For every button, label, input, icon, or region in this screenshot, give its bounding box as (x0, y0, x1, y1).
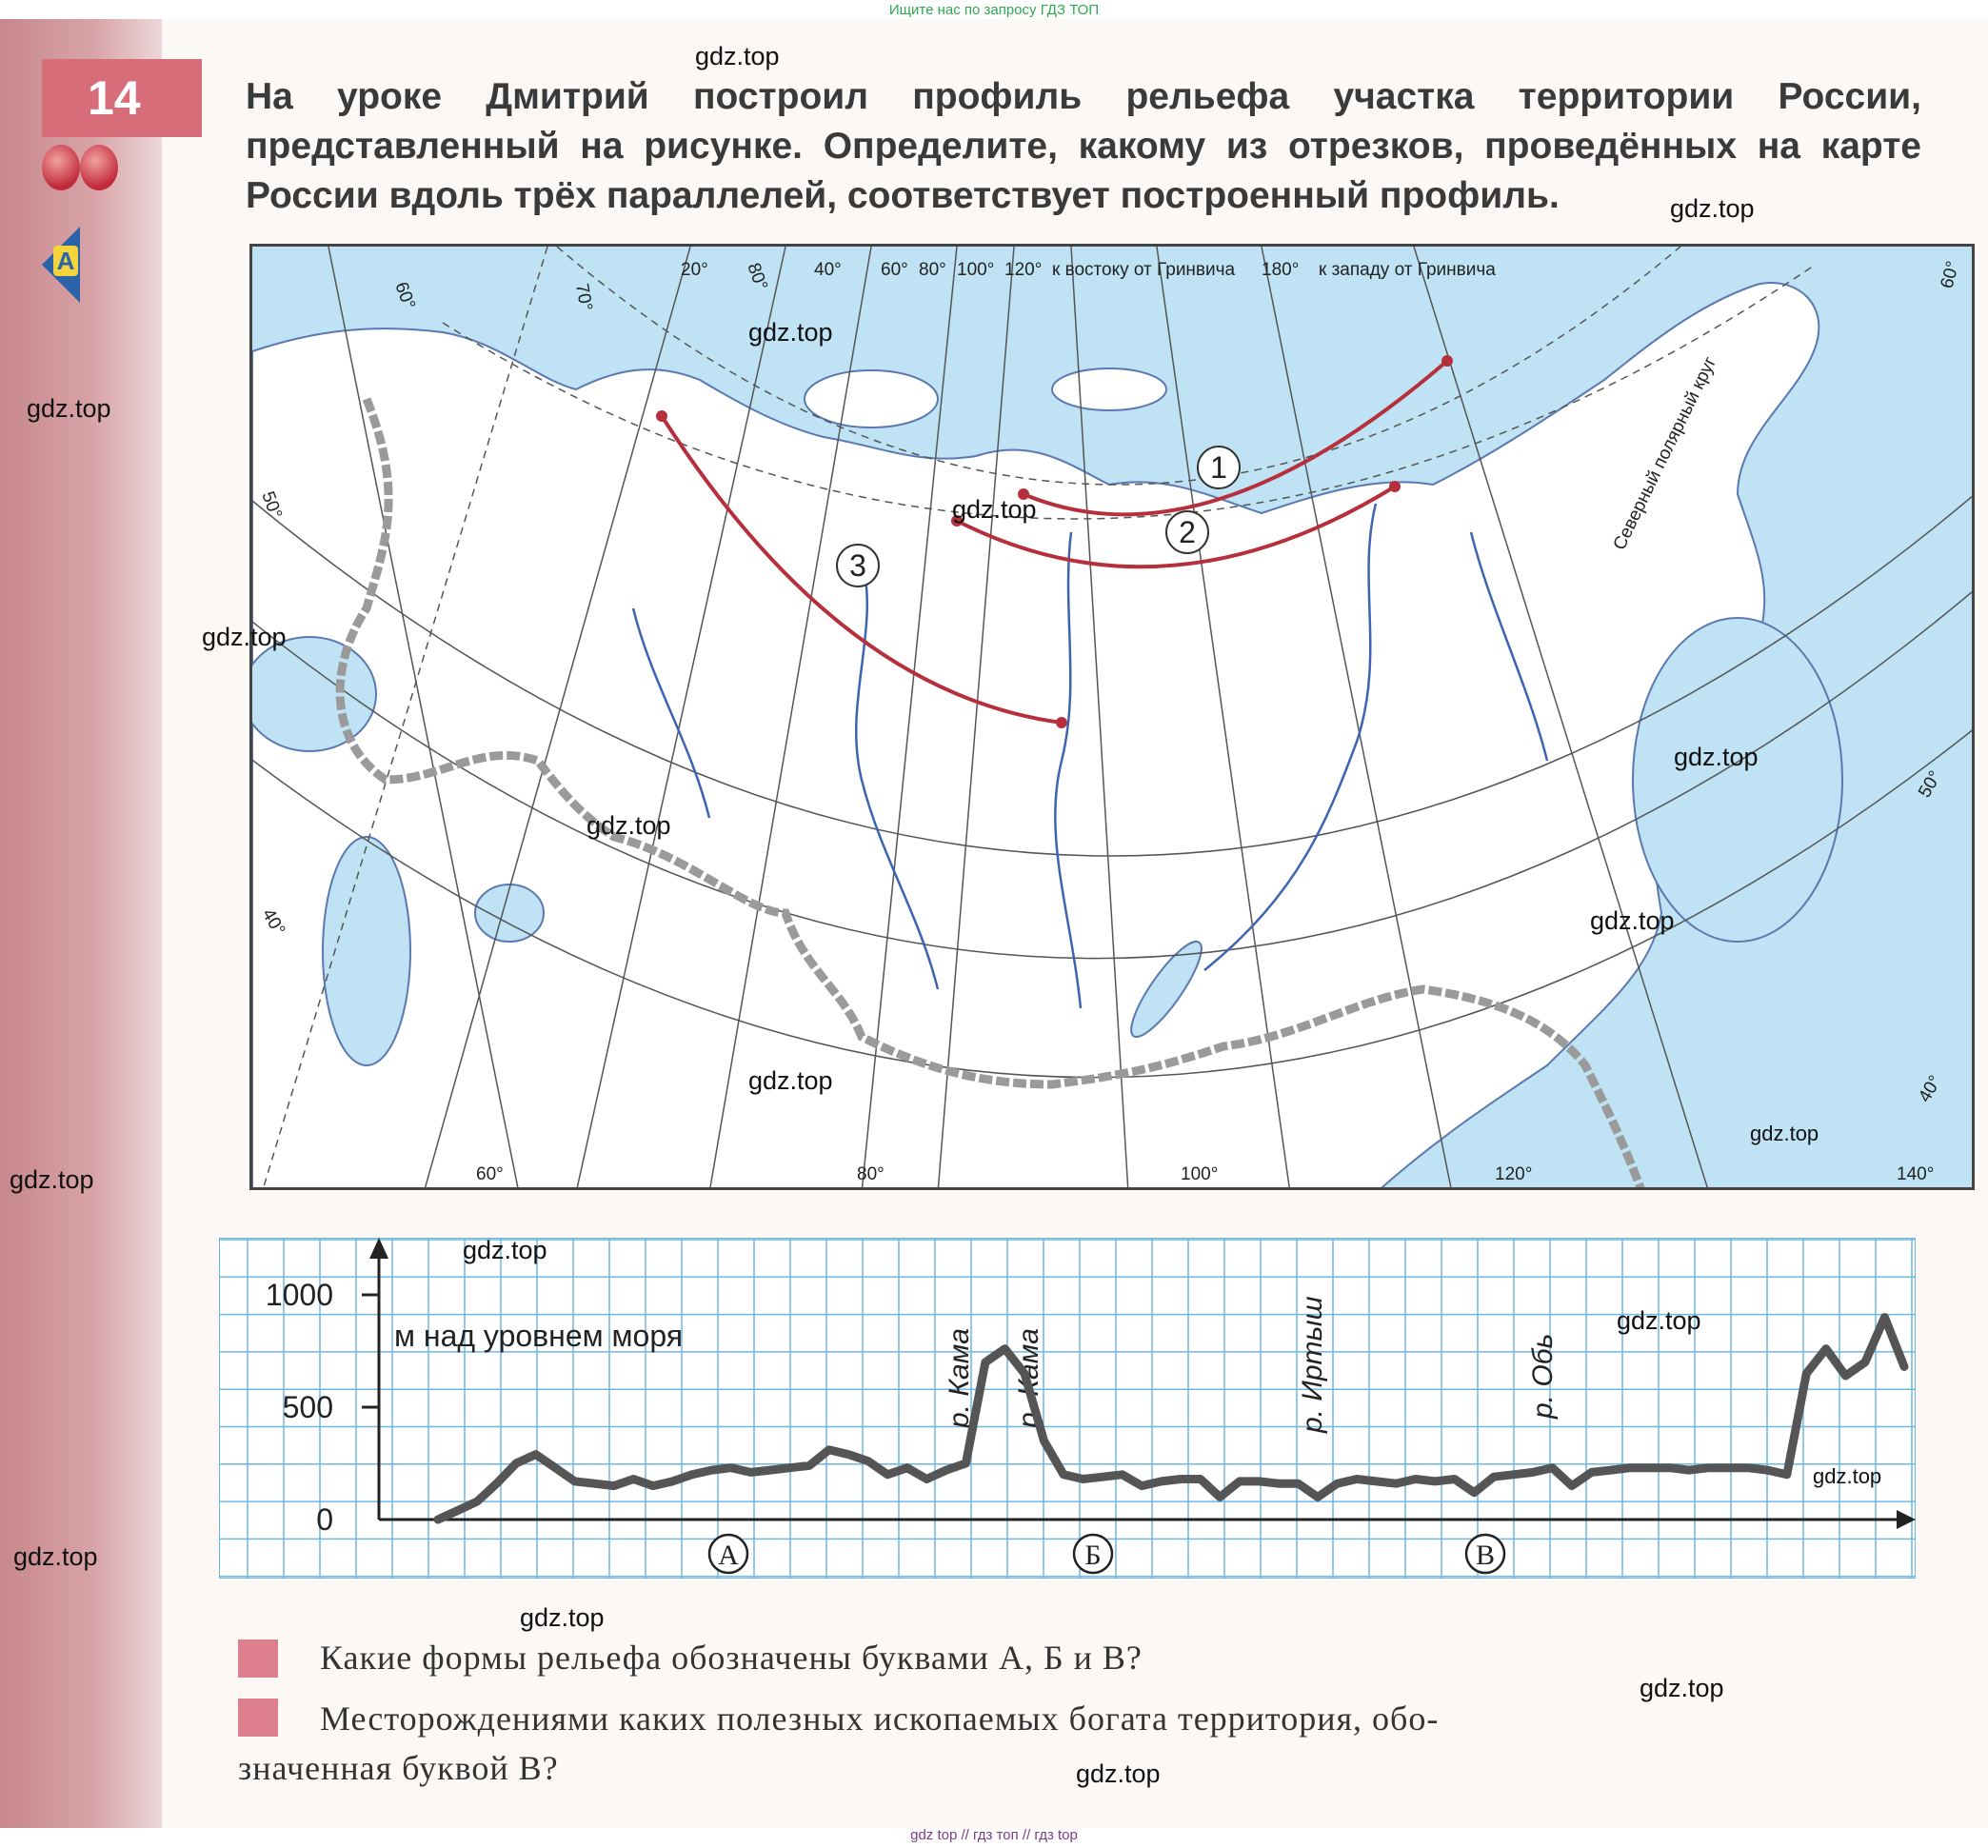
meridian-label: 80° (919, 260, 946, 280)
watermark: gdz.top (10, 1165, 94, 1194)
land-mass (252, 282, 1820, 1187)
meridian-label: 40° (814, 260, 842, 280)
river-label: р. Кама (944, 1328, 975, 1429)
relief-profile-chart: 1000 500 0 м над уровнем моря р. Кама р.… (218, 1237, 1917, 1580)
watermark: gdz.top (1640, 1674, 1724, 1702)
segment-1 (1023, 359, 1449, 517)
segment-2-marker (1165, 510, 1209, 554)
letter-label: В (1476, 1540, 1495, 1571)
river-label: р. Иртыш (1297, 1296, 1328, 1434)
profile-svg: 1000 500 0 м над уровнем моря р. Кама р.… (218, 1237, 1917, 1580)
sub-question-2: Месторождениями каких полезных ископаемы… (320, 1699, 1440, 1738)
question-marker-icon (238, 1639, 278, 1678)
sub-question-1: Какие формы рельефа обозначены буквами А… (320, 1639, 1143, 1677)
letter-label: Б (1084, 1540, 1101, 1571)
question-marker-icon (238, 1699, 278, 1737)
letter-marker (1072, 1533, 1114, 1575)
watermark: gdz.top (1670, 194, 1755, 223)
meridian-label: 120° (1495, 1164, 1532, 1184)
task-question: На уроке Дмитрий построил профиль рельеф… (246, 76, 1921, 216)
y-tick-label: 0 (316, 1502, 333, 1537)
watermark: gdz.top (1590, 906, 1675, 935)
watermark: gdz.top (748, 1066, 833, 1095)
segment-2 (956, 485, 1397, 569)
parallel-label: 50° (1915, 767, 1946, 801)
difficulty-dot-icon (42, 145, 80, 190)
chart-grid (219, 1238, 1916, 1579)
watermark: gdz.top (13, 1542, 98, 1571)
watermark: gdz.top (202, 623, 287, 651)
watermark: gdz.top (1076, 1759, 1161, 1788)
taymyr-island (1051, 368, 1167, 411)
okhotsk-sea (1632, 617, 1843, 943)
watermark: gdz.top (27, 394, 111, 423)
watermark: gdz.top (748, 318, 833, 347)
letter-label: А (718, 1540, 739, 1571)
watermark: gdz.top (1750, 1122, 1819, 1145)
bottom-banner[interactable]: gdz top // гдз топ // гдз top (910, 1827, 1078, 1843)
watermark: gdz.top (586, 811, 671, 840)
page-margin (0, 19, 171, 1828)
black-sea (252, 636, 377, 752)
caspian-sea (322, 836, 411, 1066)
watermark: gdz.top (1813, 1464, 1882, 1488)
kara-island (804, 369, 939, 428)
letter-marker (707, 1533, 749, 1575)
watermark: gdz.top (1617, 1306, 1701, 1335)
parallel-label: 40° (1915, 1072, 1946, 1105)
level-badge: A (53, 246, 78, 276)
segment-3 (660, 414, 1063, 725)
meridian-label: 60° (1938, 259, 1964, 290)
y-axis-label: м над уровнем моря (394, 1319, 683, 1353)
meridian-label: 80° (743, 261, 771, 293)
watermark: gdz.top (520, 1603, 605, 1632)
meridian-label: 80° (857, 1164, 885, 1184)
segment-1-label: 1 (1210, 450, 1227, 485)
meridian-label: 100° (957, 260, 994, 280)
segment-3-marker (836, 544, 880, 587)
segment-1-marker (1197, 446, 1241, 489)
x-axis-arrow-icon (1897, 1510, 1916, 1529)
meridian-label: 70° (571, 282, 596, 312)
segment-3-label: 3 (849, 548, 866, 583)
map-drawing: 1 2 3 70° 60° 20° 80° 40° 60° 80° 100° 1… (252, 247, 1972, 1187)
russia-border (335, 397, 1645, 1187)
meridian-label: 140° (1897, 1164, 1934, 1184)
sub-question-2-cont: значенная буквой В? (238, 1749, 559, 1787)
profile-line (433, 1313, 1909, 1524)
dateline-label: 180° (1262, 260, 1299, 280)
west-label: к западу от Гринвича (1319, 260, 1496, 280)
meridian-label: 100° (1181, 1164, 1218, 1184)
watermark: gdz.top (695, 42, 780, 70)
letter-marker (1464, 1533, 1506, 1575)
segment-2-label: 2 (1179, 515, 1196, 549)
y-tick-label: 500 (283, 1390, 333, 1424)
watermark: gdz.top (463, 1236, 547, 1264)
meridian-label: 60° (390, 280, 419, 312)
task-number: 14 (42, 59, 202, 137)
east-label: к востоку от Гринвича (1052, 260, 1236, 280)
russia-map: 1 2 3 70° 60° 20° 80° 40° 60° 80° 100° 1… (249, 244, 1975, 1190)
top-banner[interactable]: Ищите нас по запросу ГДЗ ТОП (888, 2, 1100, 18)
watermark: gdz.top (1674, 743, 1759, 771)
meridian-label: 60° (881, 260, 908, 280)
difficulty-dot-icon (80, 145, 118, 190)
aral-sea (474, 884, 545, 943)
meridian-label: 120° (1004, 260, 1042, 280)
meridian-label: 20° (681, 260, 708, 280)
chart-background (218, 1237, 1917, 1580)
river-label: р. Обь (1527, 1334, 1559, 1420)
y-axis-arrow-icon (369, 1238, 388, 1259)
y-tick-label: 1000 (266, 1278, 333, 1312)
watermark: gdz.top (952, 495, 1037, 524)
meridian-label: 60° (476, 1164, 504, 1184)
baikal-lake (1130, 941, 1203, 1038)
